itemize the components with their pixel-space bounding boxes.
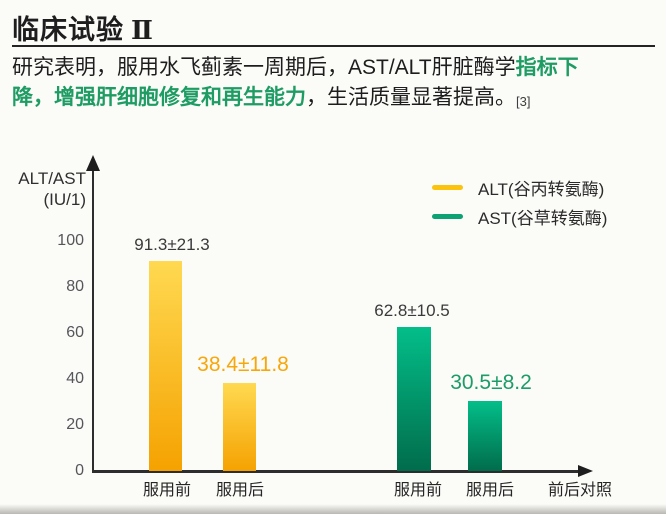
- bar-value-label: 38.4±11.8: [197, 353, 289, 376]
- legend-item: ALT(谷丙转氨酶): [432, 178, 607, 199]
- y-axis-arrow-icon: [86, 155, 100, 171]
- y-axis-title: ALT/AST (IU/1): [10, 168, 86, 210]
- paragraph-line: 研究表明，服用水飞蓟素一周期后，AST/ALT肝脏酶学指标下: [12, 53, 660, 83]
- x-category-label: 服用后: [215, 482, 265, 499]
- bar-value-label: 62.8±10.5: [374, 301, 450, 320]
- chart-legend: ALT(谷丙转氨酶) AST(谷草转氨酶): [432, 178, 607, 236]
- legend-swatch-icon: [432, 214, 463, 219]
- y-tick-label: 40: [66, 370, 84, 387]
- y-axis-line: [92, 170, 94, 472]
- text-segment-cite: [3]: [516, 94, 531, 109]
- text-segment-normal: 研究表明，服用水飞蓟素一周期后，AST/ALT肝脏酶学: [12, 56, 516, 79]
- bar-alt-服用前: [149, 261, 182, 471]
- x-category-label: 服用后: [465, 482, 515, 499]
- text-segment-em: 降，增强肝细胞修复和再生能力: [12, 86, 306, 109]
- bar-ast-服用后: [468, 401, 502, 471]
- bar-ast-服用前: [397, 327, 431, 471]
- bottom-shadow: [0, 504, 666, 514]
- legend-label: AST(谷草转氨酶): [478, 209, 608, 228]
- page-title: 临床试验 Ⅱ: [12, 8, 154, 47]
- text-segment-em: 指标下: [515, 56, 579, 79]
- paragraph-line: 降，增强肝细胞修复和再生能力，生活质量显著提高。[3]: [12, 83, 660, 115]
- y-tick-label: 60: [66, 324, 84, 341]
- bar-alt-服用后: [223, 383, 256, 471]
- x-axis-line: [92, 470, 580, 473]
- bar-value-label: 91.3±21.3: [134, 235, 210, 254]
- x-axis-arrow-icon: [578, 465, 593, 477]
- page-title-numeral: Ⅱ: [131, 16, 154, 46]
- y-axis-title-line2: (IU/1): [43, 190, 87, 209]
- y-tick-label: 80: [66, 278, 84, 295]
- legend-swatch-icon: [432, 185, 463, 190]
- y-tick-label: 20: [66, 416, 84, 433]
- y-tick-label: 100: [57, 232, 84, 249]
- text-segment-normal: ，生活质量显著提高。: [306, 86, 516, 109]
- x-axis-end-label: 前后对照: [547, 482, 613, 499]
- x-category-label: 服用前: [393, 482, 443, 499]
- legend-item: AST(谷草转氨酶): [432, 207, 608, 228]
- title-underline: [12, 45, 655, 47]
- y-axis-title-line1: ALT/AST: [18, 169, 86, 188]
- x-category-label: 服用前: [142, 482, 192, 499]
- legend-label: ALT(谷丙转氨酶): [478, 180, 605, 199]
- intro-paragraph: 研究表明，服用水飞蓟素一周期后，AST/ALT肝脏酶学指标下 降，增强肝细胞修复和…: [12, 53, 660, 115]
- y-tick-label: 0: [75, 462, 84, 479]
- bar-value-label: 30.5±8.2: [450, 371, 532, 394]
- page-title-text: 临床试验: [12, 15, 124, 45]
